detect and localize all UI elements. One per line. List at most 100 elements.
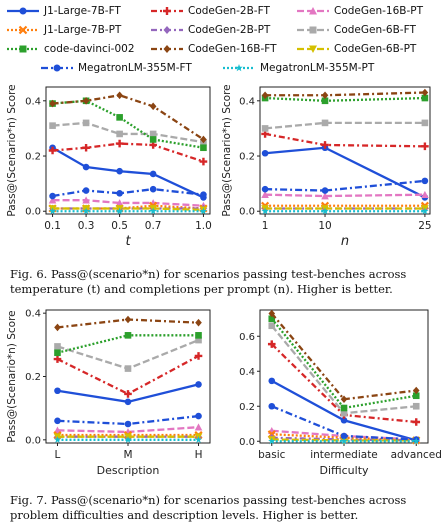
- data-point: [116, 91, 123, 100]
- legend-label: CodeGen-6B-PT: [334, 43, 417, 55]
- series-line: [52, 199, 204, 207]
- data-point: [412, 392, 420, 400]
- series-j1-large-7b-ft: [54, 381, 202, 406]
- series-line: [264, 121, 425, 130]
- data-point: [268, 315, 276, 323]
- x-tick-label: L: [55, 449, 61, 461]
- data-point: [124, 390, 132, 398]
- data-point: [412, 418, 421, 426]
- legend-item: CodeGen-6B-FT: [296, 23, 416, 37]
- data-point: [421, 119, 429, 127]
- x-tick-label: 0.3: [78, 220, 95, 232]
- series-codegen-2b-ft: [261, 130, 429, 151]
- x-axis-label: n: [341, 234, 349, 249]
- legend-swatch: [151, 45, 183, 53]
- data-point: [82, 119, 90, 127]
- data-point: [82, 187, 90, 194]
- series-code-davinci-002: [54, 332, 202, 357]
- series-line: [265, 91, 425, 97]
- x-axis-label: Description: [97, 464, 160, 477]
- data-point: [194, 436, 203, 443]
- data-point: [48, 146, 57, 155]
- series-line: [52, 207, 204, 212]
- series-codegen-16b-pt: [48, 196, 208, 210]
- data-point: [124, 365, 132, 372]
- data-point: [82, 143, 90, 152]
- y-tick-label: 0.2: [25, 152, 41, 163]
- data-point: [321, 192, 329, 200]
- y-tick-label: 0.0: [239, 437, 255, 448]
- chart-panel-description: 0.0 0.2 0.4 L M H Description Pass@(Scenario*n)…: [6, 309, 211, 477]
- data-point: [340, 416, 348, 424]
- data-point: [195, 381, 202, 388]
- data-point: [54, 323, 61, 332]
- data-point: [261, 185, 269, 193]
- legend: J1-Large-7B-FT CodeGen-2B-FT CodeGen-16B-P…: [0, 0, 445, 82]
- data-point: [199, 157, 208, 166]
- y-tick-label: 0.0: [25, 435, 41, 446]
- figure-6-caption: Fig. 6. Pass@(scenario*n) for scenarios …: [10, 267, 407, 296]
- data-point: [268, 402, 276, 410]
- series-line: [52, 94, 205, 141]
- series-line: [265, 193, 425, 198]
- legend-swatch: [7, 7, 39, 15]
- legend-item: CodeGen-2B-PT: [150, 23, 270, 37]
- series-megatronlm-355m-ft: [54, 412, 202, 428]
- data-point: [53, 355, 62, 363]
- data-point: [124, 398, 132, 406]
- legend-item: MegatronLM-355M-FT: [40, 61, 192, 75]
- legend-swatch: [41, 64, 73, 72]
- data-point: [195, 412, 202, 420]
- data-point: [421, 142, 429, 151]
- data-point: [412, 402, 420, 410]
- data-point: [49, 99, 56, 108]
- legend-swatch: [223, 64, 255, 72]
- series-megatronlm-355m-pt: [53, 436, 203, 443]
- y-tick-label: 0.0: [239, 207, 255, 218]
- legend-item: CodeGen-2B-FT: [150, 4, 270, 18]
- data-point: [421, 94, 429, 102]
- series-codegen-6b-ft: [268, 322, 420, 417]
- legend-item: J1-Large-7B-PT: [6, 23, 121, 37]
- series-codegen-16b-pt: [261, 190, 429, 200]
- data-point: [82, 196, 90, 204]
- y-tick-label: 0.2: [239, 402, 255, 413]
- data-point: [199, 207, 208, 215]
- y-tick-label: 0.0: [25, 207, 41, 218]
- legend-label: code-davinci-002: [44, 43, 135, 55]
- data-point: [149, 207, 157, 215]
- data-point: [421, 207, 429, 215]
- data-point: [82, 207, 90, 215]
- data-point: [149, 185, 157, 193]
- data-point: [54, 417, 61, 425]
- data-point: [116, 167, 123, 175]
- data-point: [82, 97, 90, 105]
- figure-7-caption: Fig. 7. Pass@(scenario*n) for scenarios …: [10, 493, 407, 522]
- y-tick-label: 0.4: [25, 309, 41, 320]
- y-tick-label: 0.2: [239, 152, 255, 163]
- data-point: [321, 207, 329, 215]
- data-point: [124, 332, 132, 339]
- data-point: [412, 386, 420, 395]
- data-point: [340, 395, 348, 404]
- data-point: [261, 190, 269, 198]
- y-tick-label: 0.6: [239, 332, 255, 343]
- legend-swatch: [297, 26, 329, 34]
- x-tick-label: 0.5: [111, 220, 128, 232]
- series-line: [264, 146, 426, 199]
- y-axis-label: Pass@(Scenario*n) Score: [6, 310, 18, 442]
- y-tick-label: 0.4: [239, 367, 255, 378]
- x-tick-label: 0.7: [145, 220, 162, 232]
- legend-item: MegatronLM-355M-PT: [222, 61, 374, 75]
- data-point: [200, 191, 207, 198]
- data-point: [321, 97, 329, 105]
- legend-item: CodeGen-6B-PT: [296, 42, 416, 56]
- data-point: [116, 189, 123, 197]
- data-point: [54, 343, 61, 350]
- data-point: [421, 88, 429, 97]
- series-code-davinci-002: [261, 94, 429, 105]
- legend-label: MegatronLM-355M-FT: [78, 62, 192, 74]
- data-point: [115, 199, 124, 207]
- data-point: [195, 336, 202, 344]
- series-code-davinci-002: [268, 315, 420, 412]
